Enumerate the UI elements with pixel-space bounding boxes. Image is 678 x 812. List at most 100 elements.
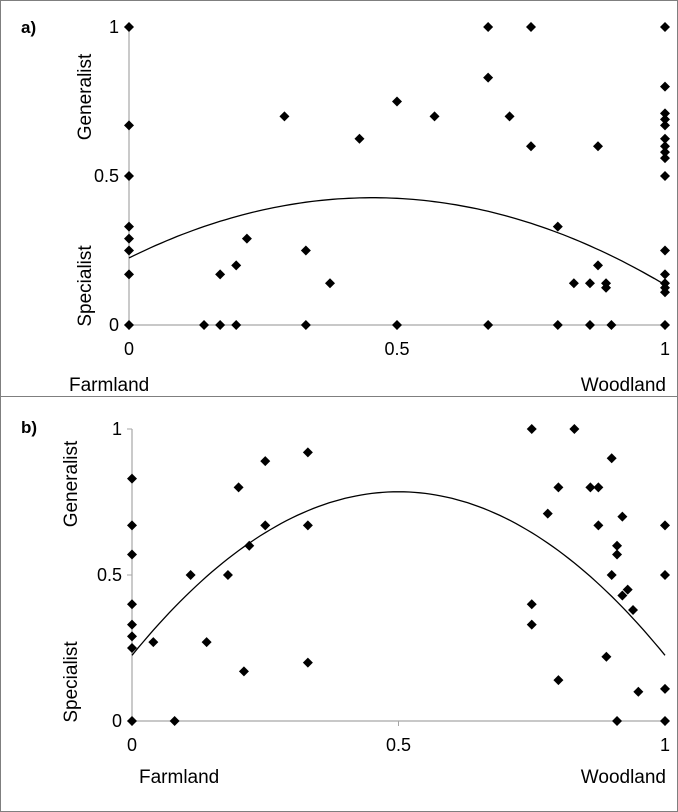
data-point xyxy=(612,716,623,726)
data-point xyxy=(593,141,603,152)
data-point xyxy=(622,584,633,595)
data-point xyxy=(231,260,242,271)
data-point xyxy=(606,453,617,464)
data-point xyxy=(612,549,623,560)
data-point xyxy=(127,473,137,484)
data-point xyxy=(392,96,402,107)
data-point xyxy=(124,269,134,280)
data-point xyxy=(526,424,537,434)
data-point xyxy=(124,245,134,256)
x-tick-label: 0.5 xyxy=(386,735,411,755)
data-point xyxy=(244,540,255,551)
data-point xyxy=(238,666,249,677)
panel-a: a) 0 0.5 1 0 0.5 1 Farmland Woodland Generalist Sp… xyxy=(0,0,678,397)
data-point xyxy=(601,282,612,293)
data-point xyxy=(660,570,670,580)
data-point xyxy=(300,245,311,256)
data-point xyxy=(552,221,563,232)
data-point xyxy=(169,716,180,726)
data-point xyxy=(124,22,134,32)
y-tick-label: 0.5 xyxy=(97,565,122,585)
data-point xyxy=(231,320,242,330)
y-tick-label: 0 xyxy=(109,315,119,335)
data-point xyxy=(302,657,313,668)
data-point xyxy=(612,540,623,551)
trend-curve-b xyxy=(131,491,666,656)
data-point xyxy=(222,570,233,580)
data-point xyxy=(552,320,563,330)
data-point xyxy=(606,320,617,330)
data-point xyxy=(660,147,670,158)
scatter-chart-a: a) 0 0.5 1 0 0.5 1 Farmland Woodland Generalist Sp… xyxy=(21,17,670,396)
data-point xyxy=(504,111,515,122)
data-point xyxy=(354,133,365,144)
data-point xyxy=(148,637,159,648)
y-tick-label: 1 xyxy=(112,419,122,439)
data-point xyxy=(593,520,604,531)
data-point xyxy=(660,133,670,144)
data-point xyxy=(593,260,603,271)
y-label-specialist: Specialist xyxy=(61,641,82,723)
x-tick-label: 0.5 xyxy=(384,339,409,359)
data-point xyxy=(593,482,604,493)
data-point xyxy=(660,520,670,531)
x-tick-label: 0 xyxy=(127,735,137,755)
data-point xyxy=(124,120,134,131)
data-point xyxy=(660,120,670,131)
data-point xyxy=(199,320,210,330)
data-point xyxy=(584,278,595,289)
panel-letter-b: b) xyxy=(21,418,37,437)
y-tick-label: 0 xyxy=(112,711,122,731)
data-point xyxy=(553,482,564,493)
panel-letter-a: a) xyxy=(21,18,36,37)
data-point xyxy=(585,482,596,493)
y-label-generalist: Generalist xyxy=(61,440,82,527)
x-tick-label: 0 xyxy=(124,339,134,359)
data-point xyxy=(660,108,670,119)
x-label-farmland: Farmland xyxy=(139,767,219,788)
data-point xyxy=(241,233,252,244)
x-label-woodland: Woodland xyxy=(581,767,666,788)
y-label-specialist: Specialist xyxy=(75,245,96,327)
data-point xyxy=(660,683,670,694)
data-point xyxy=(127,631,137,642)
data-point xyxy=(553,675,564,686)
data-point xyxy=(568,278,579,289)
trend-curve-a xyxy=(128,197,666,286)
data-point xyxy=(660,153,670,164)
data-point xyxy=(660,22,670,32)
data-point xyxy=(606,570,617,580)
data-point xyxy=(260,520,271,531)
data-point xyxy=(260,456,271,467)
data-point xyxy=(660,114,670,125)
data-point xyxy=(392,320,402,330)
x-label-woodland: Woodland xyxy=(581,375,666,396)
data-point xyxy=(660,269,670,280)
data-point xyxy=(124,221,134,232)
data-point xyxy=(617,511,628,522)
data-point xyxy=(601,651,612,662)
y-tick-label: 0.5 xyxy=(94,166,119,186)
data-point xyxy=(127,643,137,653)
data-point xyxy=(542,508,553,519)
data-point xyxy=(127,549,137,560)
data-point xyxy=(233,482,244,493)
data-point xyxy=(483,22,494,32)
y-tick-label: 1 xyxy=(109,17,119,37)
data-point xyxy=(302,447,313,458)
data-point xyxy=(483,72,494,83)
data-point xyxy=(660,245,670,256)
data-point xyxy=(617,590,628,601)
data-point xyxy=(124,233,134,244)
panel-b: b) 0 0.5 1 0 0.5 1 Farmland Woodland Generalist Sp… xyxy=(0,396,678,812)
data-point xyxy=(660,320,670,330)
x-tick-label: 1 xyxy=(660,735,670,755)
data-point xyxy=(660,81,670,92)
data-point xyxy=(429,111,440,122)
data-point xyxy=(201,637,212,648)
data-point xyxy=(300,320,311,330)
data-point xyxy=(185,570,196,580)
data-point xyxy=(325,278,335,289)
data-point xyxy=(127,619,137,630)
